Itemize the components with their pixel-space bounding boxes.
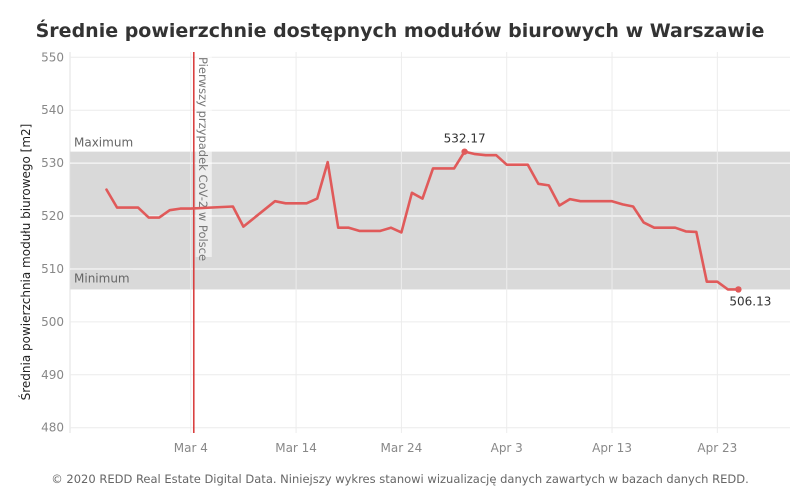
y-tick-label: 500 <box>41 315 64 329</box>
grid-layer: 480 490 500 510 520 530 540 550 Mar 4 Mar 14 Mar 2… <box>41 50 790 455</box>
annotation-label: 532.17 <box>444 132 486 146</box>
annotation-label: 506.13 <box>729 294 771 308</box>
y-tick-label: 540 <box>41 103 64 117</box>
band-max-label: Maximum <box>74 136 133 150</box>
x-tick-label: Mar 14 <box>275 441 317 455</box>
annotation-point <box>735 286 742 293</box>
band-min-label: Minimum <box>74 271 130 285</box>
chart-title: Średnie powierzchnie dostępnych modułów … <box>35 20 765 42</box>
series-line <box>105 150 740 291</box>
annotation-point <box>461 148 468 155</box>
x-tick-label: Mar 4 <box>174 441 208 455</box>
event-layer: Pierwszy przypadek CoV-2 w Polsce <box>192 52 212 433</box>
y-tick-label: 550 <box>41 50 64 64</box>
event-label: Pierwszy przypadek CoV-2 w Polsce <box>196 57 210 261</box>
y-tick-label: 510 <box>41 262 64 276</box>
event-label-group: Pierwszy przypadek CoV-2 w Polsce <box>195 55 212 261</box>
band-min-label-bg <box>71 269 133 287</box>
y-tick-label: 490 <box>41 368 64 382</box>
copyright-footer: © 2020 REDD Real Estate Digital Data. Ni… <box>51 472 749 486</box>
label-layer: Maximum Minimum 532.17 506.13 <box>71 132 771 308</box>
line-chart: 480 490 500 510 520 530 540 550 Mar 4 Mar 14 Mar 2… <box>18 50 790 455</box>
y-axis-label: Średnia powierzchnia modułu biurowego [m… <box>18 124 33 401</box>
x-tick-label: Apr 3 <box>491 441 523 455</box>
y-tick-label: 530 <box>41 156 64 170</box>
y-tick-label: 480 <box>41 421 64 435</box>
x-tick-label: Apr 23 <box>697 441 737 455</box>
line-layer <box>105 148 742 293</box>
x-tick-label: Mar 24 <box>381 441 423 455</box>
y-tick-label: 520 <box>41 209 64 223</box>
x-tick-label: Apr 13 <box>592 441 632 455</box>
